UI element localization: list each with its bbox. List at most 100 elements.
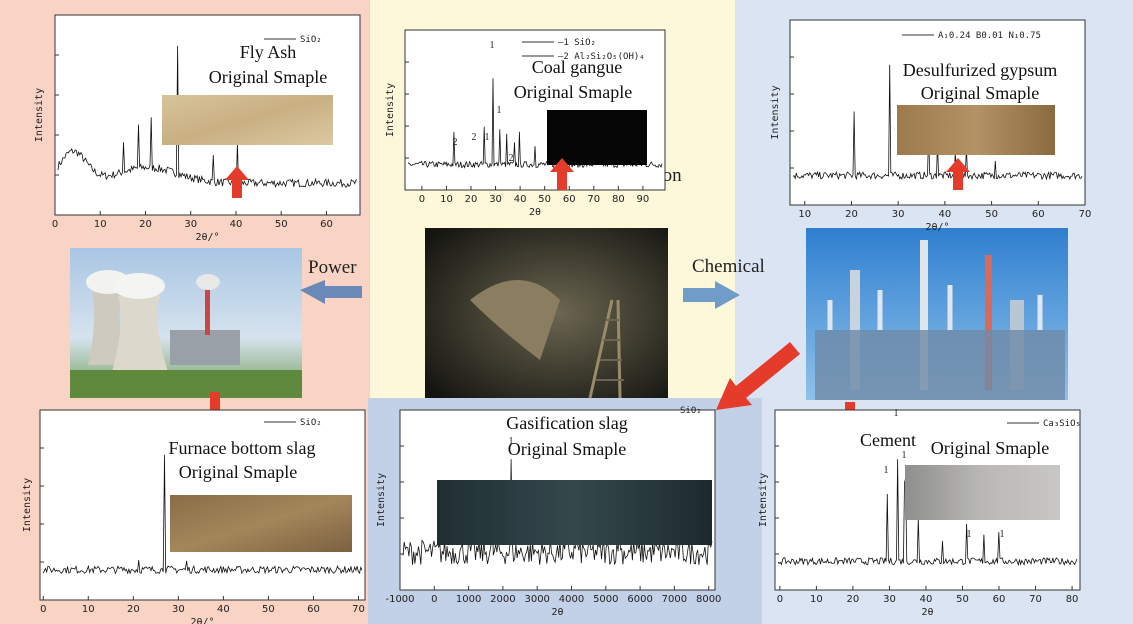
x-axis-label: 2θ <box>551 607 563 618</box>
x-tick-label: 8000 <box>696 594 721 605</box>
legend-label: SiO₂ <box>680 406 702 416</box>
x-tick-label: 70 <box>352 604 365 615</box>
x-tick-label: 0 <box>40 604 46 615</box>
sample-title: Furnace bottom slag <box>169 438 316 458</box>
sample-subtitle: Original Smaple <box>179 462 297 482</box>
sample-subtitle: Original Smaple <box>931 438 1049 458</box>
x-tick-label: 30 <box>489 194 502 205</box>
x-tick-label: -1000 <box>385 594 414 605</box>
x-axis-label: 2θ/° <box>925 222 949 233</box>
sample-photo <box>547 110 647 165</box>
sample-title: Cement <box>860 430 916 450</box>
x-tick-label: 70 <box>587 194 600 205</box>
x-tick-label: 7000 <box>662 594 687 605</box>
refinery-photo <box>806 228 1068 400</box>
x-tick-label: 50 <box>985 209 998 220</box>
x-tick-label: 20 <box>465 194 478 205</box>
peak-label: 2 <box>509 153 514 164</box>
x-tick-label: 6000 <box>627 594 652 605</box>
x-tick-label: 80 <box>1066 594 1079 605</box>
x-tick-label: 30 <box>172 604 185 615</box>
x-axis-label: 2θ/° <box>190 617 214 624</box>
y-axis-label: Intensity <box>34 88 45 142</box>
x-tick-label: 20 <box>127 604 140 615</box>
y-axis-label: Intensity <box>385 83 396 137</box>
x-tick-label: 40 <box>217 604 230 615</box>
sample-photo <box>437 480 712 545</box>
x-tick-label: 1000 <box>456 594 481 605</box>
peak-label: 1 <box>884 465 889 476</box>
sample-photo <box>905 465 1060 520</box>
x-tick-label: 0 <box>777 594 783 605</box>
x-tick-label: 30 <box>892 209 905 220</box>
sample-subtitle: Original Smaple <box>508 439 626 459</box>
sample-photo <box>170 495 352 552</box>
x-tick-label: 20 <box>847 594 860 605</box>
legend-label: SiO₂ <box>300 418 322 428</box>
x-tick-label: 10 <box>82 604 95 615</box>
x-tick-label: 20 <box>845 209 858 220</box>
sample-photo <box>897 105 1055 155</box>
peak-label: 1 <box>967 529 972 540</box>
x-axis-label: 2θ/° <box>195 232 219 243</box>
x-tick-label: 60 <box>563 194 576 205</box>
x-tick-label: 50 <box>275 219 288 230</box>
legend-label: —1 SiO₂ <box>558 38 596 48</box>
sample-title: Coal gangue <box>532 57 622 77</box>
mine-photo <box>425 228 668 398</box>
x-tick-label: 60 <box>307 604 320 615</box>
peak-label: 1 <box>1000 529 1005 540</box>
x-tick-label: 60 <box>320 219 333 230</box>
x-tick-label: 70 <box>1079 209 1092 220</box>
x-tick-label: 50 <box>956 594 969 605</box>
legend-label: SiO₂ <box>300 35 322 45</box>
sample-subtitle: Original Smaple <box>514 82 632 102</box>
x-tick-label: 2000 <box>490 594 515 605</box>
x-tick-label: 10 <box>440 194 453 205</box>
x-tick-label: 60 <box>1032 209 1045 220</box>
figure: Power Chemical Preparation 0102030405060… <box>0 0 1133 624</box>
y-axis-label: Intensity <box>22 478 33 532</box>
x-tick-label: 70 <box>1029 594 1042 605</box>
x-tick-label: 40 <box>939 209 952 220</box>
x-tick-label: 10 <box>798 209 811 220</box>
x-tick-label: 40 <box>514 194 527 205</box>
x-axis-label: 2θ <box>529 207 541 218</box>
x-tick-label: 0 <box>419 194 425 205</box>
x-tick-label: 4000 <box>559 594 584 605</box>
sample-title: Gasification slag <box>506 413 627 433</box>
y-axis-label: Intensity <box>758 473 769 527</box>
x-tick-label: 5000 <box>593 594 618 605</box>
x-tick-label: 40 <box>920 594 933 605</box>
peak-label: 1 <box>497 105 502 116</box>
x-tick-label: 40 <box>230 219 243 230</box>
legend-label: Ca₃SiO₅ <box>1043 419 1081 429</box>
sample-subtitle: Original Smaple <box>921 83 1039 103</box>
x-tick-label: 10 <box>810 594 823 605</box>
sample-title: Fly Ash <box>240 42 297 62</box>
x-tick-label: 20 <box>139 219 152 230</box>
sample-subtitle: Original Smaple <box>209 67 327 87</box>
peak-label: 1 <box>894 408 899 419</box>
peak-label: 1 <box>485 132 490 143</box>
x-tick-label: 30 <box>184 219 197 230</box>
peak-label: 1 <box>490 40 495 51</box>
x-tick-label: 0 <box>431 594 437 605</box>
x-tick-label: 50 <box>538 194 551 205</box>
x-tick-label: 80 <box>612 194 625 205</box>
power-plant-photo <box>70 248 302 398</box>
sample-title: Desulfurized gypsum <box>903 60 1057 80</box>
x-tick-label: 30 <box>883 594 896 605</box>
x-tick-label: 0 <box>52 219 58 230</box>
x-tick-label: 10 <box>94 219 107 230</box>
arrow-label: Power <box>308 257 357 278</box>
peak-label: 2 <box>453 137 458 148</box>
arrow-label: Chemical <box>692 256 765 277</box>
sample-photo <box>162 95 333 145</box>
x-axis-label: 2θ <box>921 607 933 618</box>
x-tick-label: 90 <box>637 194 650 205</box>
y-axis-label: Intensity <box>770 85 781 139</box>
peak-label: 2 <box>472 132 477 143</box>
x-tick-label: 3000 <box>524 594 549 605</box>
peak-label: 1 <box>902 450 907 461</box>
